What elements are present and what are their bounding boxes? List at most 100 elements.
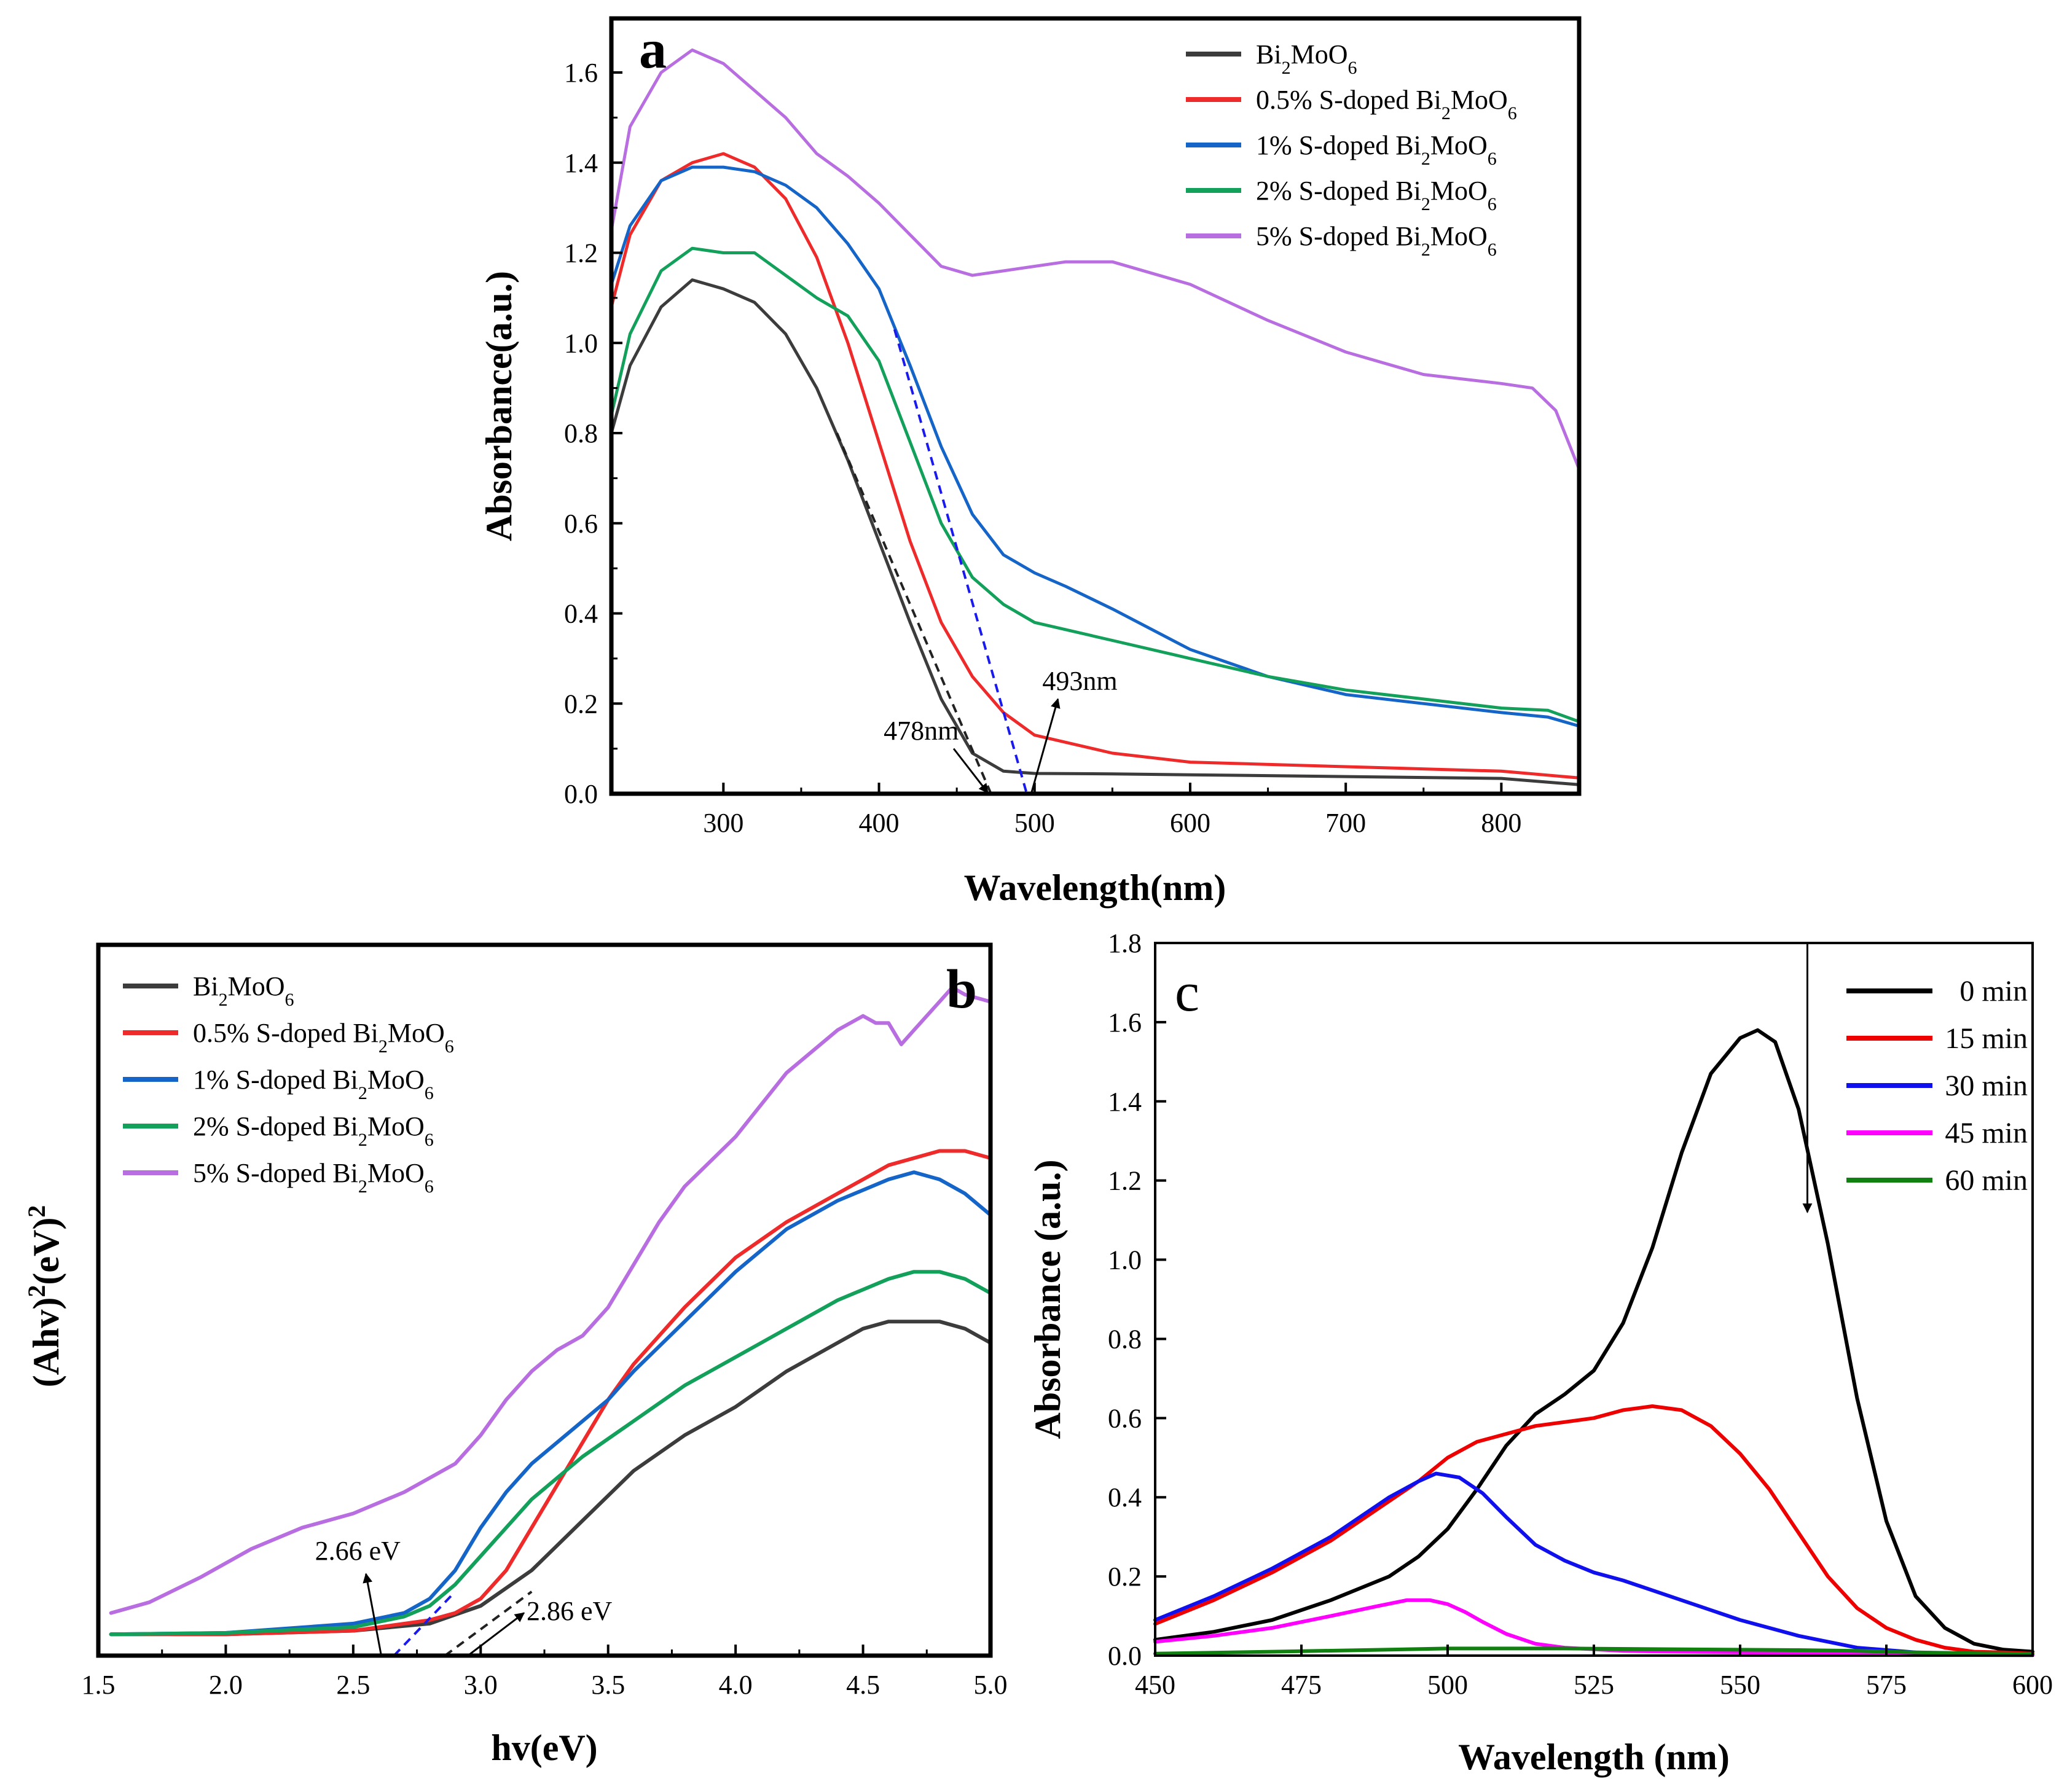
panel-a-series-2-s-doped-bi2moo6 (610, 246, 1581, 724)
panel-a-legend: Bi2MoO6 0.5% S-doped Bi2MoO6 1% S-doped Bi… (1186, 39, 1517, 260)
panel-b-annotation-2-86-ev: 2.86 eV (527, 1596, 613, 1626)
panel-c-legend-label: 30 min (1945, 1070, 2028, 1102)
panel-b-x-tick-label: 4.0 (719, 1670, 753, 1700)
panel-a-legend-label: Bi2MoO6 (1256, 39, 1357, 78)
panel-b-x-tick-label: 4.5 (846, 1670, 880, 1700)
panel-b-legend-label: 0.5% S-doped Bi2MoO6 (193, 1018, 454, 1057)
panel-a-y-axis-title: Absorbance(a.u.) (479, 271, 519, 541)
panel-b-label: b (946, 959, 977, 1020)
panel-c-y-tick-label: 0.2 (1108, 1562, 1142, 1592)
b-annotation-arrow (467, 1612, 525, 1657)
panel-c-y-tick-label: 0.8 (1108, 1324, 1142, 1354)
panel-b-tangent-line (444, 1590, 533, 1657)
panel-c-series-0-min (1153, 1028, 2034, 1654)
panel-b-x-tick-label: 3.0 (464, 1670, 498, 1700)
panel-a-y-tick-label: 0.4 (564, 599, 598, 629)
panel-c-x-axis-title: Wavelength (nm) (1458, 1737, 1730, 1777)
panel-b-x-tick-label: 1.5 (82, 1670, 116, 1700)
panel-b-chart: 1.5 2.0 2.5 3.0 3.5 4.0 4.5 5.0 b hv(eV) (Ahv)2… (23, 942, 1008, 1768)
panel-c-x-tick-label: 575 (1866, 1670, 1907, 1700)
panel-b-series-2-s-doped-bi2moo6 (109, 1270, 992, 1637)
panel-b-x-axis: 1.5 2.0 2.5 3.0 3.5 4.0 4.5 5.0 (82, 1645, 1008, 1700)
panel-c-series-15-min (1153, 1404, 2034, 1656)
panel-b-annotation-2-66-ev: 2.66 eV (315, 1536, 401, 1566)
panel-b-legend-label: Bi2MoO6 (193, 971, 294, 1010)
panel-c-x-tick-label: 600 (2012, 1670, 2053, 1700)
panel-b-series-5-s-doped-bi2moo6 (109, 985, 992, 1615)
panel-c-legend: 0 min 15 min 30 min 45 min 60 min (1846, 975, 2028, 1197)
panel-c-x-tick-label: 550 (1720, 1670, 1760, 1700)
panel-c-legend-label: 45 min (1945, 1117, 2028, 1149)
panel-c-y-axis-title: Absorbance (a.u.) (1027, 1159, 1068, 1439)
panel-a-y-tick-label: 1.6 (564, 58, 598, 88)
panel-c-legend-label: 60 min (1945, 1164, 2028, 1197)
panel-a-annotation-493nm: 493nm (1042, 666, 1117, 696)
panel-a-y-tick-label: 0.0 (564, 779, 598, 809)
panel-c-label: c (1175, 962, 1199, 1023)
panel-c-x-tick-label: 475 (1281, 1670, 1322, 1700)
panel-a-series-5-s-doped-bi2moo6 (610, 48, 1581, 471)
panel-c-y-tick-label: 0.0 (1108, 1641, 1142, 1671)
panel-c-x-tick-label: 525 (1574, 1670, 1614, 1700)
panel-b-legend-label: 2% S-doped Bi2MoO6 (193, 1111, 434, 1150)
panel-b-legend-label: 5% S-doped Bi2MoO6 (193, 1158, 434, 1197)
panel-b-frame (96, 942, 993, 1658)
panel-c-x-tick-label: 450 (1135, 1670, 1175, 1700)
panel-b-series-0-5-s-doped-bi2moo6 (109, 1149, 992, 1637)
panel-b-x-tick-label: 5.0 (974, 1670, 1008, 1700)
panel-c-chart: 450 475 500 525 550 575 600 0.0 0.2 0.4 0.6 0.8 1.0… (1027, 928, 2053, 1777)
panel-a-y-tick-label: 0.8 (564, 418, 598, 448)
panel-b-y-axis-title: (Ahv)2(eV)2 (23, 1205, 67, 1388)
panel-c-frame (1154, 942, 2034, 1657)
panel-a-x-tick-label: 500 (1014, 808, 1055, 838)
panel-a-plot-area (610, 48, 1581, 794)
panel-c-y-tick-label: 0.6 (1108, 1403, 1142, 1433)
panel-a-tangent-line (893, 329, 1029, 794)
panel-c-x-tick-label: 500 (1427, 1670, 1468, 1700)
panel-a-x-axis-title: Wavelength(nm) (964, 867, 1226, 908)
panel-b-legend-label: 1% S-doped Bi2MoO6 (193, 1065, 434, 1103)
a-annotation-arrow (952, 748, 989, 794)
panel-c-y-tick-label: 0.4 (1108, 1482, 1142, 1512)
panel-a-tangent-line (836, 432, 992, 794)
panel-a-x-axis: 300 400 500 600 700 800 (703, 783, 1521, 838)
panel-a-legend-label: 1% S-doped Bi2MoO6 (1256, 130, 1497, 169)
panel-c-series-30-min (1153, 1471, 2034, 1657)
panel-a-x-tick-label: 800 (1481, 808, 1521, 838)
panel-a-annotations: 478nm 493nm (884, 666, 1118, 794)
panel-c-legend-label: 0 min (1959, 975, 2028, 1008)
panel-a-legend-label: 5% S-doped Bi2MoO6 (1256, 221, 1497, 260)
panel-a-x-tick-label: 600 (1170, 808, 1210, 838)
panel-c-x-axis: 450 475 500 525 550 575 600 (1135, 1645, 2053, 1700)
panel-a-x-tick-label: 700 (1325, 808, 1366, 838)
panel-a-y-tick-label: 1.2 (564, 238, 598, 268)
b-annotation-arrow (363, 1573, 382, 1656)
panel-a-chart: 300 400 500 600 700 800 0.0 0.2 0.4 0.6 0.8 1.0 1.2… (479, 16, 1582, 908)
panel-b-series-1-s-doped-bi2moo6 (109, 1170, 992, 1637)
panel-c-y-axis: 0.0 0.2 0.4 0.6 0.8 1.0 1.2 1.4 1.6 1.8 (1108, 928, 1166, 1671)
panel-c-y-tick-label: 1.6 (1108, 1008, 1142, 1038)
panel-a-x-tick-label: 300 (703, 808, 743, 838)
panel-a-legend-label: 2% S-doped Bi2MoO6 (1256, 176, 1497, 214)
panel-a-series-0-5-s-doped-bi2moo6 (610, 152, 1581, 780)
panel-a-y-tick-label: 1.4 (564, 148, 598, 178)
panel-b-x-tick-label: 2.5 (336, 1670, 370, 1700)
panel-b-annotations: 2.66 eV 2.86 eV (315, 1536, 613, 1657)
panel-a-series-bi2moo6 (610, 278, 1581, 786)
panel-c-y-tick-label: 1.8 (1108, 928, 1142, 958)
panel-b-x-tick-label: 2.0 (209, 1670, 243, 1700)
panel-b-x-axis-title: hv(eV) (491, 1727, 597, 1768)
a-annotation-arrow (1030, 698, 1061, 793)
panel-c-plot-area (1153, 1028, 2034, 1657)
panel-a-legend-label: 0.5% S-doped Bi2MoO6 (1256, 85, 1517, 123)
panel-a-annotation-478nm: 478nm (884, 716, 959, 746)
panel-c-y-tick-label: 1.4 (1108, 1087, 1142, 1117)
panel-c-y-tick-label: 1.2 (1108, 1166, 1142, 1196)
panel-b-x-tick-label: 3.5 (591, 1670, 625, 1700)
panel-a-x-tick-label: 400 (859, 808, 900, 838)
panel-c-legend-label: 15 min (1945, 1022, 2028, 1055)
panel-a-label: a (639, 19, 667, 80)
panel-a-series-1-s-doped-bi2moo6 (610, 165, 1581, 728)
panel-a-y-axis: 0.0 0.2 0.4 0.6 0.8 1.0 1.2 1.4 1.6 (564, 58, 622, 809)
